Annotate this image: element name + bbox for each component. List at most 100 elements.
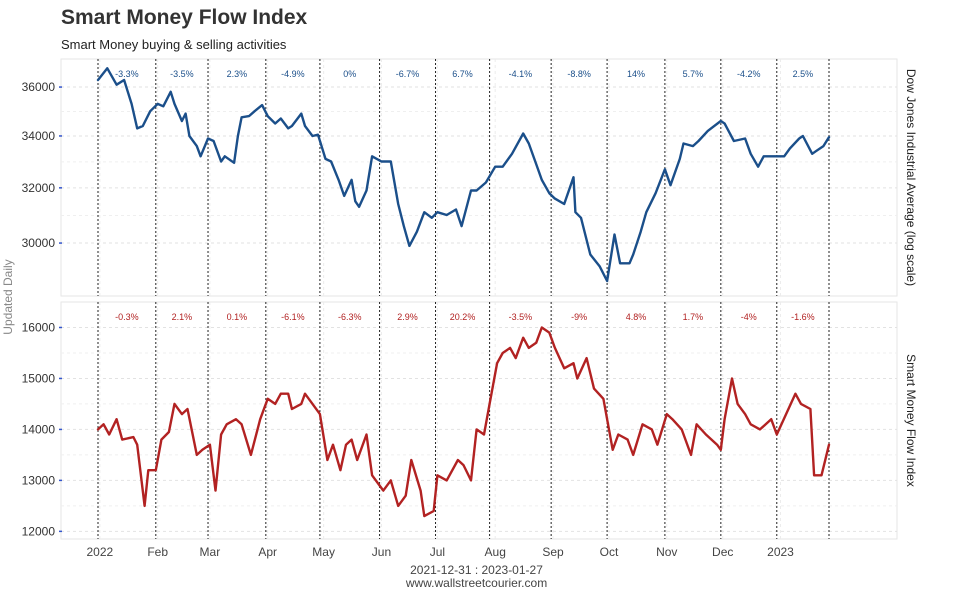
data-point (811, 153, 813, 155)
data-point (679, 158, 681, 160)
data-point (794, 393, 797, 395)
data-point (692, 145, 694, 147)
data-point (697, 140, 700, 142)
data-point (798, 137, 800, 140)
data-point (669, 184, 672, 186)
data-point (572, 176, 575, 178)
data-point (750, 423, 752, 425)
data-point (613, 233, 616, 236)
monthly-change-label: -4.2% (737, 69, 761, 79)
x-tick-label: Apr (258, 545, 277, 559)
data-point (666, 413, 668, 415)
monthly-change-label: 5.7% (683, 69, 704, 79)
data-point (496, 362, 498, 364)
data-point (267, 398, 269, 400)
y-tick-label: 16000 (22, 320, 56, 334)
data-point (123, 79, 125, 81)
data-point (382, 490, 384, 492)
data-point (671, 418, 674, 420)
y-tick-label: 36000 (22, 80, 56, 94)
data-point (515, 357, 517, 359)
data-point (365, 433, 368, 436)
data-point (574, 211, 577, 213)
data-point (97, 428, 99, 430)
data-point (589, 253, 591, 256)
data-point (763, 155, 765, 157)
data-point (436, 211, 438, 213)
data-point (783, 155, 785, 157)
data-point (681, 428, 683, 430)
data-point (220, 160, 222, 163)
panel-background (60, 301, 898, 540)
data-point (185, 113, 187, 115)
data-point (280, 117, 282, 120)
data-point (705, 433, 707, 436)
monthly-change-label: -3.3% (115, 69, 139, 79)
data-point (789, 148, 791, 150)
data-point (291, 125, 293, 127)
data-point (106, 67, 108, 69)
data-point (103, 423, 105, 425)
y-tick-label: 14000 (22, 422, 56, 436)
data-point (528, 142, 530, 145)
data-point (628, 262, 631, 264)
data-point (168, 431, 170, 433)
x-tick-label: May (312, 545, 335, 559)
data-point (707, 130, 709, 132)
data-point (580, 217, 582, 219)
data-point (254, 110, 256, 112)
data-point (800, 403, 802, 405)
data-point (541, 179, 543, 181)
data-point (632, 454, 634, 456)
data-point (446, 214, 448, 216)
x-tick-label: Dec (712, 545, 733, 559)
data-point (170, 91, 172, 93)
data-point (655, 192, 657, 194)
data-point (354, 200, 356, 202)
data-point (576, 377, 578, 380)
data-point (822, 145, 825, 147)
y-tick-label: 34000 (22, 129, 56, 143)
data-point (291, 408, 293, 410)
data-point (116, 84, 118, 86)
monthly-change-label: 4.8% (626, 312, 647, 322)
data-point (744, 413, 746, 415)
data-point (300, 113, 302, 115)
data-point (617, 433, 619, 436)
monthly-change-label: 0.1% (227, 312, 248, 322)
data-point (237, 135, 239, 137)
data-point (606, 280, 608, 282)
data-point (737, 403, 739, 405)
data-point (142, 125, 144, 127)
data-point (554, 347, 556, 349)
data-point (196, 145, 198, 147)
data-point (343, 195, 345, 197)
data-point (410, 459, 412, 461)
data-point (476, 189, 478, 192)
data-point (371, 474, 373, 476)
data-point (627, 439, 629, 441)
monthly-change-label: -8.8% (567, 69, 591, 79)
data-point (261, 104, 263, 106)
data-point (186, 408, 189, 410)
monthly-change-label: -4.1% (509, 69, 533, 79)
data-point (226, 423, 228, 425)
data-point (420, 490, 422, 492)
monthly-change-label: -4% (741, 312, 757, 322)
data-point (461, 225, 463, 227)
data-point (446, 479, 448, 481)
data-point (214, 490, 217, 492)
data-point (397, 505, 399, 507)
data-point (241, 116, 243, 118)
data-point (358, 206, 360, 208)
monthly-change-label: 0% (343, 69, 356, 79)
data-point (345, 444, 347, 446)
data-point (522, 132, 524, 135)
data-point (820, 474, 823, 476)
data-point (744, 137, 746, 140)
data-point (157, 103, 159, 105)
data-point (696, 423, 698, 425)
data-point (121, 439, 123, 441)
data-point (220, 433, 222, 436)
data-point (116, 418, 118, 420)
